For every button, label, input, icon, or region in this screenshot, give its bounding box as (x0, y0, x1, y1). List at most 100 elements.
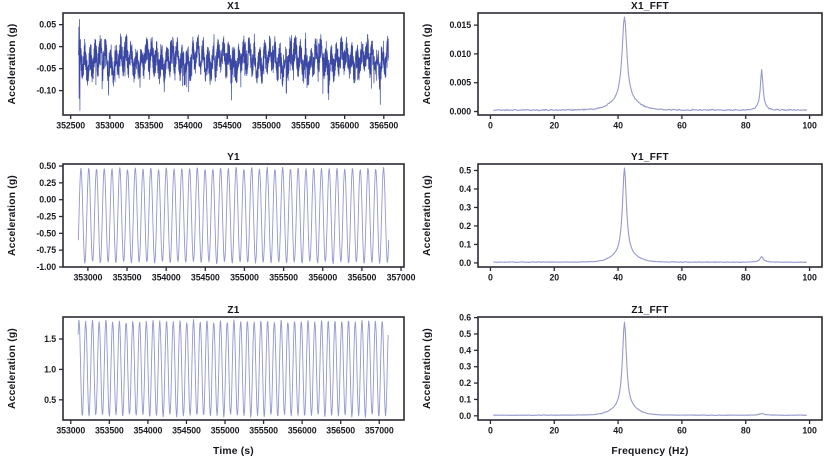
x-tick-label: 80 (741, 273, 751, 283)
panel-title: Z1_FFT (631, 305, 668, 316)
signal-line-Y1 (77, 166, 390, 264)
y-tick-label: 1.5 (44, 334, 56, 344)
x-tick-label: 40 (613, 273, 623, 283)
x-tick-label: 355000 (252, 121, 281, 131)
y-tick-label: 0.4 (459, 184, 471, 194)
x-tick-label: 356000 (288, 426, 317, 436)
y-tick-label: 0.015 (449, 20, 471, 30)
panel-title: Y1 (227, 152, 240, 163)
x-tick-label: 356000 (308, 273, 337, 283)
y-tick-label: 0.5 (44, 395, 56, 405)
panel-Y1_FFT: Y1_FFT Acceleration (g) 0 20 40 60 80 100 0.0 0.1… (422, 152, 823, 283)
plot-frame (62, 316, 405, 421)
panel-Y1: Y1 Acceleration (g) 353000 353500 354000 3545… (7, 152, 416, 283)
y-tick-label: 1.0 (44, 364, 56, 374)
x-tick-label: 0 (488, 426, 493, 436)
y-tick-label: -0.75 (36, 245, 56, 255)
x-tick-label: 356500 (348, 273, 377, 283)
x-tick-label: 354500 (213, 121, 242, 131)
y-axis-label: Acceleration (g) (7, 175, 18, 256)
y-tick-label: 0.50 (39, 161, 56, 171)
x-axis-label: Time (s) (213, 446, 254, 457)
x-tick-label: 356000 (330, 121, 359, 131)
x-tick-label: 354000 (134, 426, 163, 436)
y-tick-label: 0.4 (459, 345, 471, 355)
panel-title: Y1_FFT (631, 152, 669, 163)
x-tick-label: 352500 (56, 121, 85, 131)
panel-X1_FFT: X1_FFT Acceleration (g) 0 20 40 60 80 100 0.000 0… (422, 1, 823, 131)
y-tick-label: 0.6 (459, 313, 471, 323)
panel-Z1_FFT: Z1_FFT Acceleration (g) Frequency (Hz) 0 20 4… (422, 305, 823, 457)
x-tick-label: 80 (741, 121, 751, 131)
panel-title: X1 (227, 1, 240, 12)
x-tick-label: 356500 (326, 426, 355, 436)
y-tick-label: 0.0 (459, 258, 471, 268)
y-tick-label: -0.25 (36, 212, 56, 222)
panel-title: X1_FFT (631, 1, 669, 12)
x-tick-label: 0 (488, 273, 493, 283)
y-tick-label: 0.2 (459, 378, 471, 388)
fft-line-Y1_FFT (493, 167, 807, 264)
x-tick-label: 20 (549, 273, 559, 283)
fft-line-X1_FFT (493, 16, 807, 112)
plot-frame (477, 163, 823, 268)
y-tick-label: 0.0 (459, 411, 471, 421)
panel-Z1: Z1 Acceleration (g) Time (s) 353000 353500 35… (7, 305, 405, 457)
x-axis-label: Frequency (Hz) (611, 446, 688, 457)
y-tick-label: 0.2 (459, 221, 471, 231)
plot-frame (477, 316, 823, 421)
y-tick-label: 0.1 (459, 239, 471, 249)
y-tick-label: 0.00 (39, 42, 56, 52)
y-axis-label: Acceleration (g) (422, 328, 433, 409)
y-tick-label: 0.00 (39, 195, 56, 205)
y-tick-label: 0.5 (459, 329, 471, 339)
y-tick-label: 0.000 (449, 107, 471, 117)
x-tick-label: 100 (802, 121, 817, 131)
x-tick-label: 354500 (191, 273, 220, 283)
x-tick-label: 353000 (95, 121, 124, 131)
x-tick-label: 356500 (369, 121, 398, 131)
x-tick-label: 353500 (113, 273, 142, 283)
x-tick-label: 355000 (211, 426, 240, 436)
x-tick-label: 60 (677, 273, 687, 283)
y-tick-label: -0.50 (36, 228, 56, 238)
x-tick-label: 40 (613, 121, 623, 131)
y-tick-label: -0.05 (36, 64, 56, 74)
x-tick-label: 353500 (95, 426, 124, 436)
x-tick-label: 357000 (365, 426, 394, 436)
x-tick-label: 353500 (135, 121, 164, 131)
y-axis-label: Acceleration (g) (7, 23, 18, 104)
x-tick-label: 100 (802, 273, 817, 283)
x-tick-label: 40 (613, 426, 623, 436)
signal-line-Z1 (77, 319, 389, 418)
x-tick-label: 354000 (174, 121, 203, 131)
y-axis-label: Acceleration (g) (422, 175, 433, 256)
y-tick-label: 0.3 (459, 202, 471, 212)
x-tick-label: 355500 (291, 121, 320, 131)
x-tick-label: 354500 (172, 426, 201, 436)
y-tick-label: 0.25 (39, 178, 56, 188)
x-tick-label: 353000 (56, 426, 85, 436)
y-axis-label: Acceleration (g) (7, 328, 18, 409)
signal-line-X1 (78, 19, 389, 111)
x-tick-label: 80 (741, 426, 751, 436)
fft-line-Z1_FFT (493, 321, 807, 416)
x-tick-label: 355500 (269, 273, 298, 283)
x-tick-label: 60 (677, 121, 687, 131)
x-tick-label: 354000 (152, 273, 181, 283)
x-tick-label: 355500 (249, 426, 278, 436)
y-tick-label: 0.1 (459, 394, 471, 404)
panel-title: Z1 (227, 305, 239, 316)
y-tick-label: 0.05 (39, 20, 56, 30)
plot-frame (62, 12, 405, 116)
panel-X1: X1 Acceleration (g) 352500 353000 353500 3540… (7, 1, 405, 131)
y-tick-label: 0.3 (459, 362, 471, 372)
x-tick-label: 60 (677, 426, 687, 436)
plot-frame (477, 12, 823, 116)
x-tick-label: 353000 (74, 273, 103, 283)
y-tick-label: -0.10 (36, 86, 56, 96)
y-tick-label: 0.5 (459, 165, 471, 175)
y-axis-label: Acceleration (g) (422, 23, 433, 104)
